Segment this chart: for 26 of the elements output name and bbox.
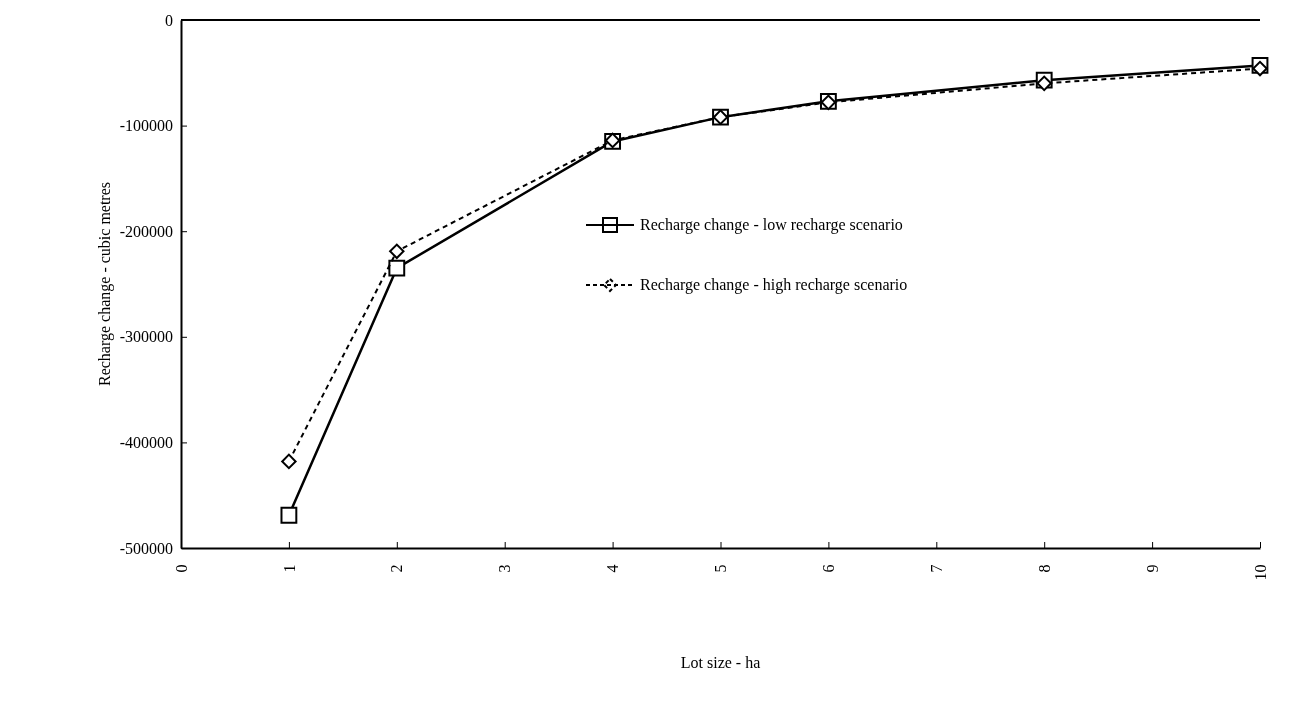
y-tick-label: -100000 <box>119 117 173 135</box>
x-tick-label: 2 <box>388 564 406 573</box>
y-axis-title: Recharge change - cubic metres <box>96 181 114 387</box>
x-tick-label: 7 <box>927 564 945 573</box>
x-tick-label: 5 <box>712 564 730 573</box>
x-axis-title: Lot size - ha <box>680 654 761 671</box>
x-tick-label: 6 <box>820 564 838 573</box>
x-tick-label: 10 <box>1251 564 1269 581</box>
legend-label: Recharge change - low recharge scenario <box>640 216 903 234</box>
x-tick-label: 9 <box>1143 564 1161 573</box>
x-tick-label: 3 <box>496 564 514 573</box>
y-tick-label: 0 <box>165 11 173 29</box>
x-tick-label: 8 <box>1035 564 1053 573</box>
y-tick-label: -400000 <box>119 434 173 452</box>
legend-label: Recharge change - high recharge scenario <box>640 276 908 294</box>
point <box>280 506 298 524</box>
y-tick-label: -200000 <box>119 222 173 240</box>
point <box>388 259 406 277</box>
point <box>1036 75 1052 92</box>
x-tick-label: 0 <box>172 564 190 573</box>
point <box>281 453 297 470</box>
point <box>389 243 405 259</box>
x-tick-label: 1 <box>280 564 298 573</box>
y-tick-label: -300000 <box>119 328 173 346</box>
y-tick-label: -500000 <box>119 539 173 557</box>
x-tick-label: 4 <box>604 564 622 573</box>
